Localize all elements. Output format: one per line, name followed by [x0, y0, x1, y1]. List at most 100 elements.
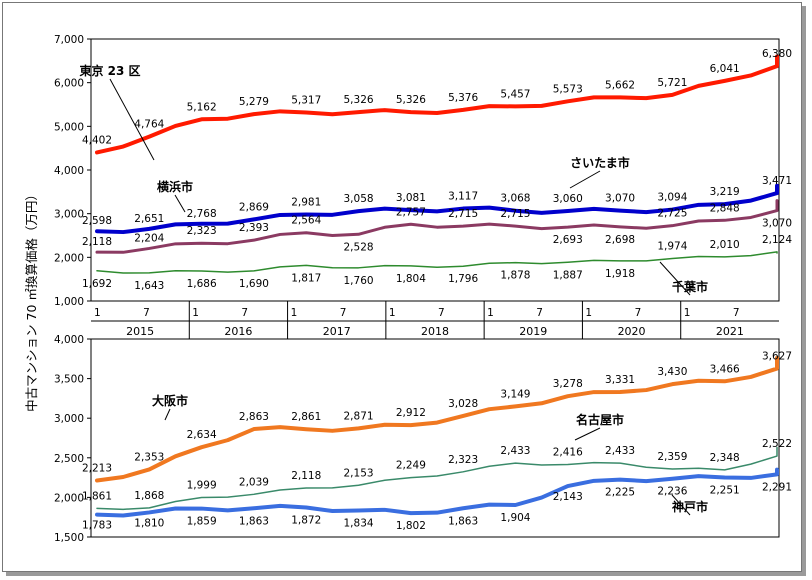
- data-label: 3,149: [500, 388, 530, 400]
- data-label: 1,796: [448, 273, 478, 285]
- data-label: 5,457: [500, 88, 530, 100]
- data-label: 3,081: [396, 192, 426, 204]
- data-label: 3,028: [448, 398, 478, 410]
- data-label: 1,999: [187, 479, 217, 491]
- data-label: 1,760: [344, 275, 374, 287]
- x-month-label: 1: [487, 307, 494, 319]
- y-tick-label: 5,000: [54, 121, 84, 133]
- leader-line: [574, 427, 601, 441]
- leader-line: [659, 261, 691, 296]
- data-label: 3,117: [448, 191, 478, 203]
- data-label: 5,279: [239, 96, 269, 108]
- data-label: 5,326: [396, 94, 426, 106]
- data-label: 3,430: [657, 366, 687, 378]
- y-tick-label: 2,000: [54, 252, 84, 264]
- data-label: 2,433: [500, 445, 530, 457]
- data-label: 2,693: [553, 234, 583, 246]
- data-label: 4,764: [134, 119, 164, 131]
- series-name-label: 大阪市: [152, 393, 188, 408]
- data-label: 1,918: [605, 268, 635, 280]
- x-year-label: 2017: [323, 325, 351, 338]
- data-label: 1,690: [239, 278, 269, 290]
- data-label: 1,861: [82, 490, 112, 502]
- data-label: 2,153: [344, 467, 374, 479]
- data-label: 3,070: [762, 218, 792, 230]
- data-label: 1,643: [134, 280, 164, 292]
- data-label: 2,225: [605, 487, 635, 499]
- series-line-2-2: [96, 446, 778, 511]
- y-tick-label: 2,500: [54, 453, 84, 465]
- y-tick-label: 6,000: [54, 78, 84, 90]
- data-label: 2,564: [291, 215, 321, 227]
- data-label: 6,380: [762, 48, 792, 60]
- data-label: 2,118: [82, 236, 112, 248]
- x-month-label: 7: [143, 307, 150, 319]
- data-label: 2,634: [187, 429, 217, 441]
- series-line-1-4: [96, 251, 778, 274]
- data-label: 2,323: [448, 454, 478, 466]
- x-year-label: 2019: [519, 325, 547, 338]
- data-label: 2,323: [187, 225, 217, 237]
- x-year-label: 2021: [716, 325, 744, 338]
- leader-line: [109, 78, 155, 161]
- data-label: 2,039: [239, 476, 269, 488]
- x-month-label: 1: [291, 307, 298, 319]
- series-name-label: 千葉市: [672, 279, 708, 294]
- series-name-label: 東京 23 区: [79, 63, 140, 78]
- data-label: 5,326: [344, 94, 374, 106]
- data-label: 2,528: [344, 241, 374, 253]
- series-line-2-3: [95, 467, 779, 518]
- y-tick-label: 3,500: [54, 374, 84, 386]
- x-month-label: 7: [340, 307, 347, 319]
- series-line-1-1: [95, 54, 779, 155]
- data-label: 2,848: [710, 202, 740, 214]
- x-month-label: 1: [585, 307, 592, 319]
- series-name-label: さいたま市: [570, 155, 630, 170]
- data-label: 3,060: [553, 193, 583, 205]
- data-label: 5,162: [187, 101, 217, 113]
- leader-line: [164, 408, 171, 421]
- series-name-label: 名古屋市: [576, 412, 624, 427]
- data-label: 2,981: [291, 196, 321, 208]
- x-month-label: 1: [94, 307, 101, 319]
- series-name-label: 横浜市: [157, 179, 193, 194]
- x-month-label: 1: [684, 307, 691, 319]
- data-label: 1,974: [657, 240, 687, 252]
- data-label: 1,810: [134, 517, 164, 529]
- data-label: 2,124: [762, 234, 792, 246]
- data-label: 2,010: [710, 239, 740, 251]
- data-label: 2,869: [239, 201, 269, 213]
- y-axis-title: 中古マンション 70 ㎡換算価格（万円）: [24, 188, 39, 412]
- data-label: 3,471: [762, 175, 792, 187]
- data-label: 1,868: [134, 490, 164, 502]
- y-tick-label: 7,000: [54, 34, 84, 46]
- data-label: 2,757: [396, 206, 426, 218]
- data-label: 1,804: [396, 273, 426, 285]
- data-label: 1,904: [500, 512, 530, 524]
- data-label: 1,783: [82, 520, 112, 532]
- data-label: 1,887: [553, 269, 583, 281]
- data-label: 2,393: [239, 222, 269, 234]
- y-tick-label: 1,500: [54, 532, 84, 544]
- x-year-label: 2016: [224, 325, 252, 338]
- data-label: 2,912: [396, 407, 426, 419]
- data-label: 3,058: [344, 193, 374, 205]
- y-tick-label: 4,000: [54, 334, 84, 346]
- data-label: 4,402: [82, 134, 112, 146]
- x-month-label: 7: [241, 307, 248, 319]
- data-label: 2,359: [657, 451, 687, 463]
- data-label: 2,251: [710, 485, 740, 497]
- data-label: 2,213: [82, 463, 112, 475]
- series-line-1-3: [95, 199, 779, 254]
- series-line-1-2: [95, 183, 779, 235]
- data-label: 3,466: [710, 363, 740, 375]
- x-year-label: 2020: [618, 325, 646, 338]
- data-label: 2,416: [553, 446, 583, 458]
- data-label: 5,662: [605, 79, 635, 91]
- data-label: 1,863: [448, 515, 478, 527]
- series-name-label: 神戸市: [672, 499, 708, 514]
- data-label: 3,094: [657, 192, 687, 204]
- plot-area-2: [90, 338, 780, 538]
- data-label: 2,715: [448, 208, 478, 220]
